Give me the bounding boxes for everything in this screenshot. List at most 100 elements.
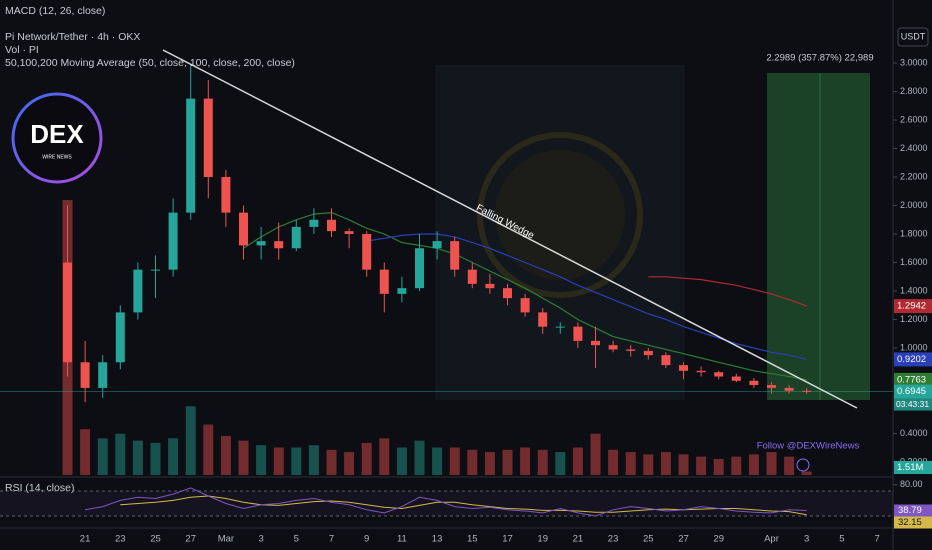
volume-bar (308, 445, 319, 475)
volume-bar (625, 452, 636, 475)
volume-bar (801, 471, 812, 475)
x-tick-label: 13 (432, 534, 443, 545)
x-tick-label: 21 (573, 534, 584, 545)
x-tick-label: 5 (294, 534, 299, 545)
volume-bar (484, 452, 495, 475)
logo-main: DEX (30, 119, 84, 149)
rsi-title: RSI (14, close) (5, 482, 74, 494)
trend-line (162, 49, 858, 409)
price-tick-label: 1.4000 (900, 285, 928, 295)
logo-ring (11, 92, 103, 184)
x-tick-label: 25 (643, 534, 654, 545)
price-tick-label: 2.6000 (900, 114, 928, 124)
x-tick-label: 7 (874, 534, 879, 545)
rsi-tick-label: 80.00 (900, 479, 923, 489)
volume-bar (185, 406, 196, 475)
candle-body (503, 288, 512, 299)
price-tick-label: 3.0000 (900, 57, 928, 67)
candle-body (450, 241, 460, 270)
x-tick-label: 27 (678, 534, 689, 545)
x-tick-label: 27 (185, 534, 196, 545)
volume-bar (361, 442, 372, 475)
volume-bar (590, 433, 601, 475)
volume-bar (203, 424, 214, 475)
logo-sub: WIRE NEWS (42, 154, 72, 160)
volume-bar (467, 449, 478, 475)
rsi-badge: 38.79 (898, 505, 922, 516)
ma-badge: 0.7763 (897, 374, 926, 385)
x-tick-label: 17 (502, 534, 513, 545)
volume-title: Vol · PI (5, 44, 39, 56)
candle-body (362, 234, 372, 270)
candle-body (115, 312, 125, 363)
price-badge: 0.6945 (897, 386, 926, 397)
candle-body (714, 372, 724, 377)
pi-watermark-fill (495, 150, 625, 280)
price-tick-label: 2.0000 (900, 200, 928, 210)
currency-box[interactable] (897, 27, 929, 47)
candle-body (186, 98, 196, 213)
candle-body (696, 370, 706, 373)
moving-average (648, 276, 807, 307)
volume-bar (520, 447, 531, 475)
candle-body (151, 269, 160, 271)
candle-body (415, 248, 424, 289)
volume-bar (502, 449, 513, 475)
price-tick-label: 1.6000 (900, 257, 928, 267)
candle-body (133, 269, 143, 313)
follow-text: Follow @DEXWireNews (757, 441, 860, 452)
candle-body (485, 283, 495, 289)
volume-bar (572, 447, 583, 475)
candle-body (432, 241, 442, 249)
candle-body (608, 345, 618, 350)
volume-bar (678, 454, 689, 475)
volume-bar (344, 452, 355, 475)
candle-body (221, 177, 231, 213)
ma-badge-bg (894, 299, 932, 314)
volume-bar (660, 452, 671, 475)
candle-body (98, 362, 108, 388)
x-tick-label: 3 (804, 534, 809, 545)
candle-body (80, 362, 90, 388)
candle-body (643, 350, 653, 356)
candle-body (274, 241, 284, 249)
pi-watermark (477, 132, 643, 298)
chart-title: Pi Network/Tether · 4h · OKX (5, 31, 140, 43)
price-tick-label: 2.2000 (900, 171, 928, 181)
volume-badge: 1.51M (897, 462, 923, 473)
candle-body (555, 326, 565, 328)
volume-bar (168, 438, 179, 475)
follow-icon (796, 458, 810, 472)
volume-bar (396, 447, 407, 475)
volume-bar (432, 447, 443, 475)
x-tick-label: 9 (364, 534, 369, 545)
candle-body (520, 298, 530, 313)
rsi-ma-line (120, 495, 807, 516)
candle-body (573, 326, 583, 341)
volume-bar (713, 458, 724, 475)
candle-body (679, 365, 688, 371)
volume-bar (643, 454, 654, 475)
rsi-ma-badge: 32.15 (898, 517, 922, 528)
volume-bar (731, 456, 742, 475)
candle-body (309, 219, 319, 227)
volume-bar (449, 447, 460, 475)
volume-bar (379, 438, 390, 475)
candle-body (344, 231, 354, 235)
candle-body (784, 387, 794, 391)
candle-body (327, 219, 336, 232)
x-tick-label: 19 (537, 534, 548, 545)
volume-bar (784, 456, 795, 475)
rsi-badge-bg (894, 504, 932, 517)
candle-body (591, 340, 600, 346)
candle-body (239, 212, 248, 246)
candle-body (291, 226, 301, 249)
volume-bar (115, 433, 126, 475)
candle-body (203, 98, 213, 178)
candle-body (626, 349, 636, 351)
volume-bar (326, 449, 337, 475)
volume-bar (696, 456, 707, 475)
x-tick-label: 11 (397, 534, 407, 545)
candle-body (379, 269, 389, 294)
